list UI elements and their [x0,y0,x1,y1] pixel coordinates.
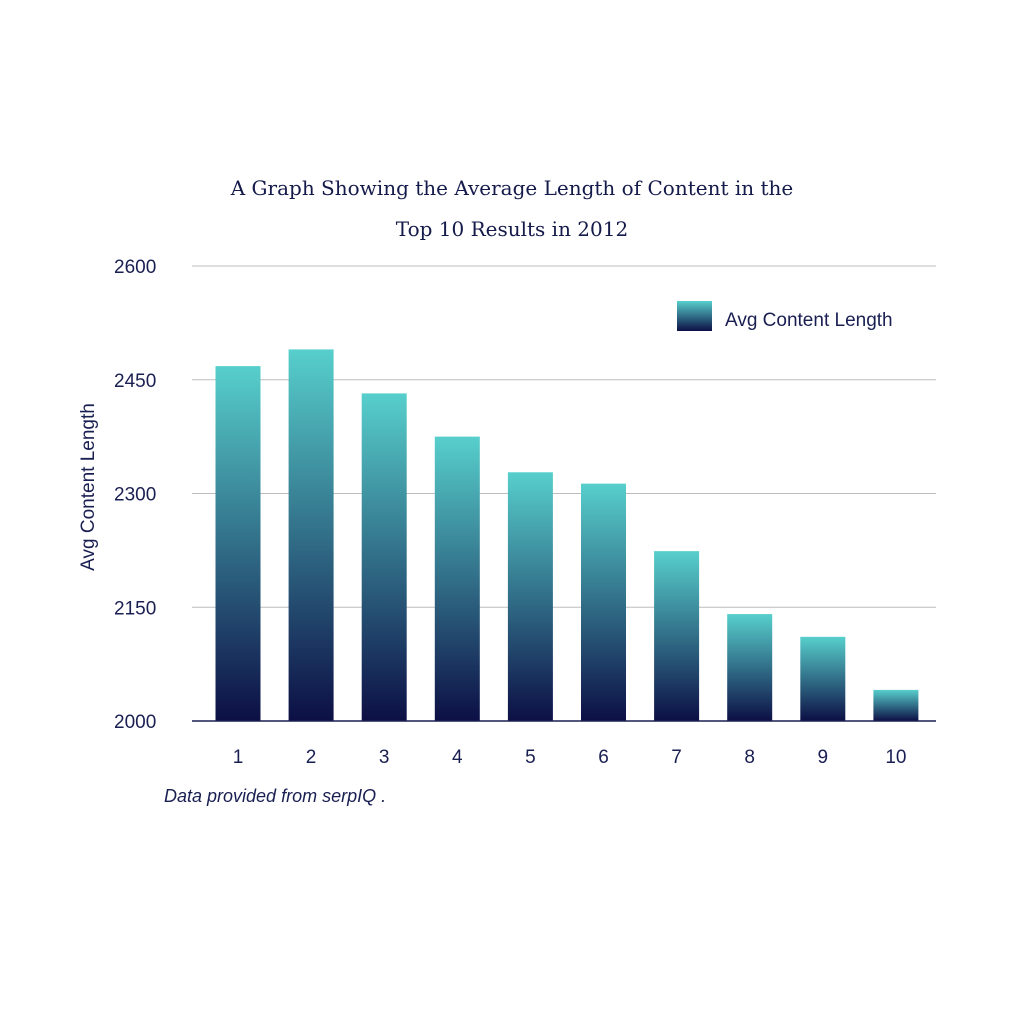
y-tick-label: 2600 [114,257,156,278]
bar-9 [800,636,846,721]
legend: Avg Content Length [677,301,893,331]
bar-8 [727,614,773,721]
chart-title-line-2: Top 10 Results in 2012 [395,217,629,241]
bar-2 [288,349,334,721]
bar-1 [215,366,261,721]
x-tick-label: 8 [744,747,755,768]
x-tick-label: 9 [818,747,829,768]
chart-title-line-1: A Graph Showing the Average Length of Co… [230,176,794,200]
y-tick-label: 2300 [114,485,156,506]
source-note: Data provided from serpIQ . [164,786,387,806]
y-axis-title: Avg Content Length [78,403,99,571]
bar-4 [434,436,480,721]
x-tick-label: 3 [379,747,390,768]
bar-6 [581,483,626,721]
bar-10 [873,689,919,721]
bar-7 [654,551,700,721]
x-tick-label: 5 [525,747,536,768]
x-tick-label: 2 [306,747,317,768]
legend-swatch [677,301,712,331]
bar-5 [507,472,553,721]
legend-label: Avg Content Length [725,310,893,331]
bar-3 [361,393,407,721]
x-tick-label: 7 [671,747,682,768]
x-tick-label: 10 [885,747,906,768]
y-tick-label: 2150 [114,598,156,619]
bars [215,349,919,721]
axes: 2000 2150 2300 2450 2600 1 2 3 4 5 6 7 8 9 10 [114,257,936,768]
x-tick-label: 1 [233,747,244,768]
y-tick-label: 2000 [114,712,156,733]
x-tick-label: 4 [452,747,463,768]
x-tick-label: 6 [598,747,609,768]
y-tick-label: 2450 [114,371,156,392]
